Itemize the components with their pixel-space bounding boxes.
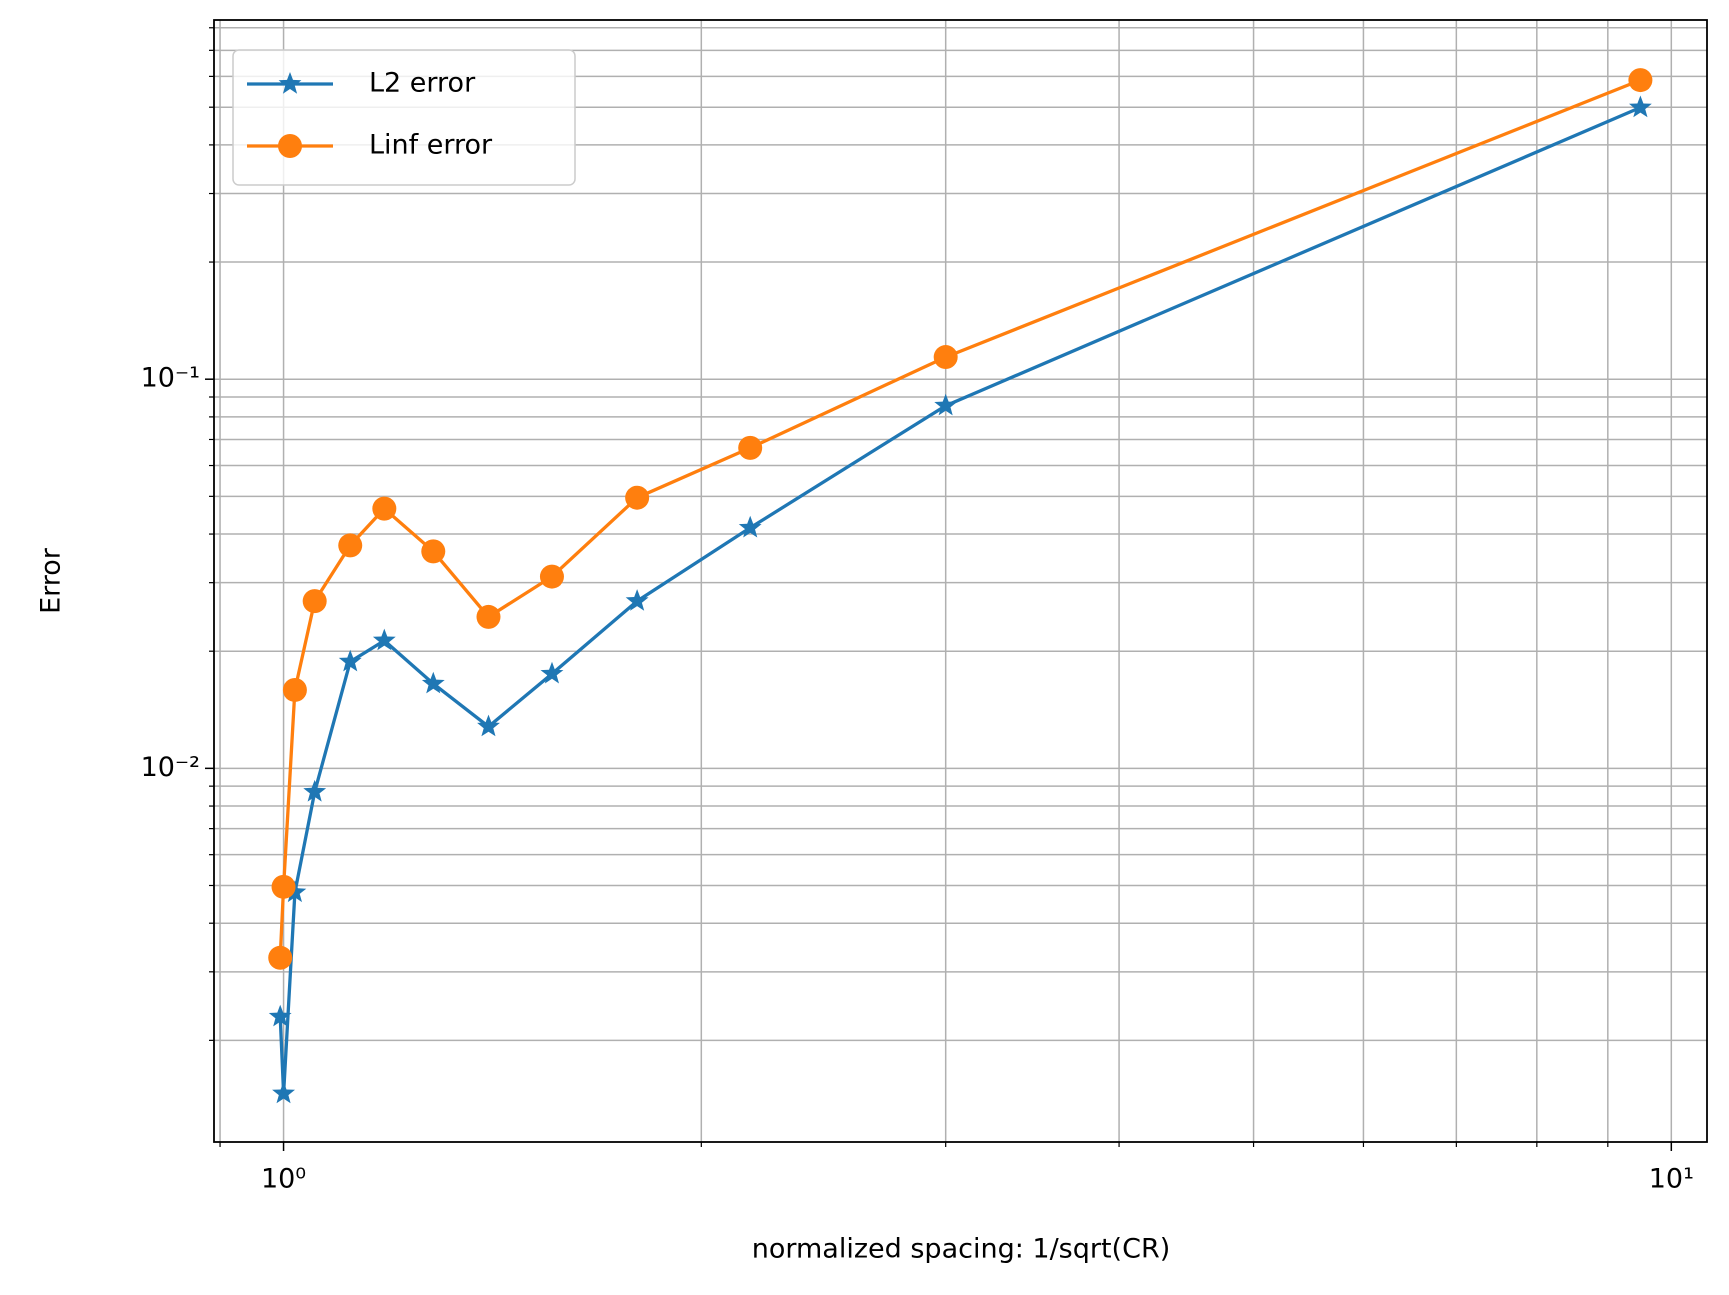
x-tick-label: 10¹ — [1649, 1164, 1694, 1195]
marker — [272, 1081, 295, 1104]
marker — [625, 589, 649, 611]
marker — [476, 604, 501, 629]
series-line — [278, 78, 1642, 958]
marker — [372, 496, 397, 521]
plot-frame — [213, 19, 1708, 1143]
marker — [302, 589, 327, 614]
marker — [338, 649, 362, 672]
y-tick-label: 10⁻² — [141, 752, 200, 783]
marker — [539, 564, 564, 589]
y-axis-label: Error — [36, 547, 67, 614]
series-line — [278, 105, 1642, 1094]
marker — [1629, 95, 1652, 118]
marker — [1628, 68, 1653, 93]
x-axis-label: normalized spacing: 1/sqrt(CR) — [752, 1234, 1171, 1265]
marker — [934, 393, 958, 416]
marker — [738, 435, 763, 460]
marker — [303, 779, 327, 802]
marker — [421, 539, 446, 564]
marker — [625, 485, 650, 510]
marker — [477, 714, 500, 737]
marker — [540, 661, 564, 684]
y-tick-label: 10⁻¹ — [141, 363, 200, 394]
marker — [372, 628, 396, 651]
x-tick-label: 10⁰ — [261, 1164, 306, 1195]
marker — [933, 345, 958, 370]
legend-label: Linf error — [369, 130, 493, 161]
marker — [268, 1004, 292, 1027]
marker — [738, 515, 762, 538]
marker — [283, 880, 307, 903]
legend-marker — [278, 72, 302, 94]
marker — [338, 533, 363, 558]
legend-marker — [278, 134, 302, 158]
legend-label: L2 error — [369, 68, 476, 99]
marker — [282, 677, 307, 702]
marker — [421, 671, 445, 694]
marker — [271, 874, 296, 899]
marker — [268, 945, 293, 970]
